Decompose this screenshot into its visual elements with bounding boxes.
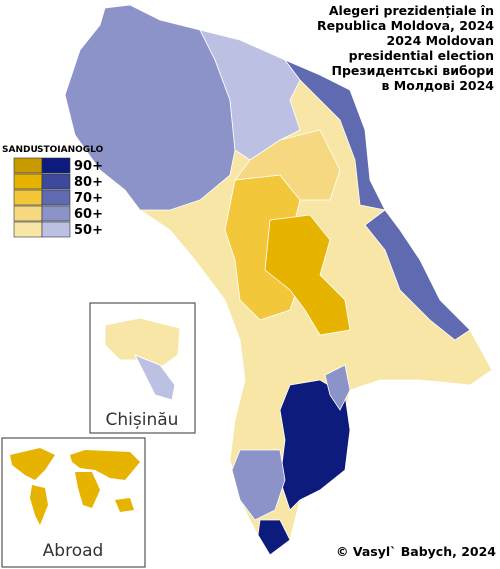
legend-label: 60+ — [74, 207, 103, 222]
abroad-inset: Abroad — [1, 437, 146, 568]
legend: SANDU STOIANOGLO 90+80+70+60+50+ — [2, 145, 104, 238]
legend-swatch — [13, 221, 43, 238]
legend-header: SANDU — [2, 145, 38, 155]
legend-swatch — [41, 173, 71, 190]
legend-swatch — [13, 173, 43, 190]
inset-label: Chișinău — [106, 410, 179, 430]
legend-rows: 90+80+70+60+50+ — [13, 157, 103, 238]
title-line: 2024 Moldovan — [387, 33, 494, 48]
inset-region — [133, 354, 176, 401]
world — [10, 448, 140, 525]
credit: © Vasyl` Babych, 2024 — [336, 544, 496, 559]
legend-swatch — [13, 205, 43, 222]
legend-swatch — [41, 221, 71, 238]
legend-swatch — [13, 157, 43, 174]
legend-label: 80+ — [74, 175, 103, 190]
legend-label: 90+ — [74, 159, 103, 174]
title-line: presidential election — [349, 48, 494, 63]
legend-swatch — [41, 189, 71, 206]
legend-header: STOIANOGLO — [37, 145, 104, 155]
legend-swatch — [13, 189, 43, 206]
chisinau-inset: Chișinău — [89, 302, 196, 434]
legend-label: 70+ — [74, 191, 103, 206]
moldova-map — [64, 4, 493, 556]
legend-swatch — [41, 157, 71, 174]
inset-label: Abroad — [43, 541, 104, 561]
legend-label: 50+ — [74, 223, 103, 238]
title-line: Alegeri prezidențiale în — [329, 3, 494, 18]
legend-swatch — [41, 205, 71, 222]
title-line: Republica Moldova, 2024 — [317, 18, 494, 33]
title-line: в Молдові 2024 — [382, 78, 495, 93]
title-line: Президентські вибори — [332, 63, 495, 78]
